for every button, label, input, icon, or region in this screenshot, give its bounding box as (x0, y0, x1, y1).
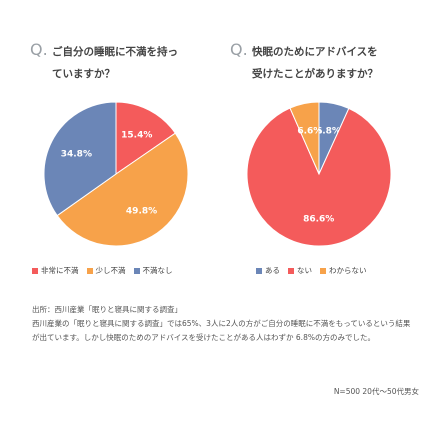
pie-chart-advice: 6.8% 86.6% 6.6% (246, 101, 392, 247)
notes-source: 出所：西川産業「眠りと寝具に関する調査」 (32, 305, 182, 314)
pie1-label-0: 15.4% (121, 130, 152, 140)
notes-body: 西川産業の「眠りと寝具に関する調査」では65%、3人に2人の方がご自分の睡眠に不… (32, 319, 411, 342)
legend-satisfaction: 非常に不満 少し不満 不満なし (32, 265, 181, 276)
pie-chart-satisfaction: 15.4% 49.8% 34.8% (43, 101, 189, 247)
notes: 出所：西川産業「眠りと寝具に関する調査」 西川産業の「眠りと寝具に関する調査」で… (32, 303, 412, 345)
legend-swatch (133, 267, 140, 274)
legend2-item-1: ない (288, 265, 312, 276)
pie1-slice-2 (43, 101, 117, 217)
legend2-item-2: わからない (320, 265, 367, 276)
pie2-label-2: 6.6% (297, 126, 322, 136)
legend-swatch (256, 267, 262, 274)
legend-swatch (86, 267, 93, 274)
legend2-item-0: ある (256, 265, 280, 276)
pie2-label-0: 6.8% (316, 126, 341, 136)
legend1-item-1: 少し不満 (86, 265, 126, 276)
legend-label: ある (265, 266, 280, 275)
legend-label: わからない (329, 266, 367, 275)
pie1-slice-0 (115, 101, 176, 175)
q2-line2: 受けたことがありますか？ (252, 68, 378, 80)
q1-mark: Q. (30, 40, 48, 59)
q2-line1: 快眠のためにアドバイスを (252, 46, 378, 58)
pie1-label-2: 34.8% (61, 149, 92, 159)
legend1-item-0: 非常に不満 (32, 265, 79, 276)
q1-line2: ていますか？ (52, 68, 115, 80)
legend-label: ない (297, 266, 312, 275)
legend-swatch (288, 267, 294, 274)
q2-mark: Q. (230, 40, 248, 59)
pie2-slice-2 (289, 101, 320, 175)
sample-note: N=500 20代〜50代男女 (333, 387, 419, 396)
q1-line1: ご自分の睡眠に不満を持っ (52, 46, 178, 58)
legend-advice: ある ない わからない (256, 265, 375, 276)
legend-label: 非常に不満 (41, 266, 79, 275)
legend-swatch (32, 267, 38, 274)
pie1-label-1: 49.8% (126, 207, 157, 217)
legend1-item-2: 不満なし (133, 265, 173, 276)
legend-swatch (320, 267, 326, 274)
pie2-label-1: 86.6% (303, 215, 334, 225)
q1-text: ご自分の睡眠に不満を持っ ていますか？ (52, 41, 178, 85)
pie1-slice-1 (56, 132, 189, 247)
q2-text: 快眠のためにアドバイスを 受けたことがありますか？ (252, 41, 378, 85)
pie2-slice-1 (246, 107, 392, 247)
legend-label: 不満なし (142, 266, 173, 275)
legend-label: 少し不満 (95, 266, 126, 275)
